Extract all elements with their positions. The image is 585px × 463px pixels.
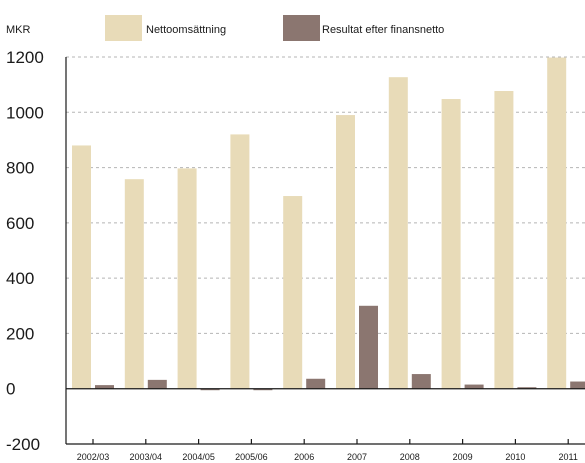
x-tick-label: 2004/05 [182,452,215,462]
gridlines [66,56,585,334]
bar-resultat-2004-05 [200,388,220,391]
y-tick-label: -200 [6,435,40,454]
y-tick-label: 600 [6,214,34,233]
x-tick-label: 2006 [294,452,314,462]
axes [65,57,585,445]
bars [72,57,585,391]
bar-resultat-2011 [570,381,585,389]
bar-nettoomsattning-2004-05 [177,168,197,389]
bar-resultat-2009 [464,384,484,389]
bar-nettoomsattning-2003-04 [124,179,144,389]
x-tick-label: 2003/04 [130,452,163,462]
y-tick-label: 1200 [6,48,44,67]
y-tick-label: 200 [6,324,34,343]
y-tick-label: 1000 [6,103,44,122]
y-tick-label: 400 [6,269,34,288]
bar-resultat-2008 [411,374,431,389]
bar-nettoomsattning-2010 [494,91,514,389]
unit-label: MKR [6,24,31,36]
x-tick-label: 2008 [400,452,420,462]
legend-swatch-resultat [283,15,320,41]
bar-resultat-2010 [517,387,537,389]
bar-nettoomsattning-2007 [336,115,355,389]
y-tick-label: 0 [6,380,15,399]
bar-resultat-2002-03 [95,385,114,389]
legend: Nettoomsättning Resultat efter finansnet… [105,15,444,41]
bar-nettoomsattning-2005-06 [230,134,250,389]
legend-label-resultat: Resultat efter finansnetto [322,24,444,36]
bar-nettoomsattning-2008 [388,77,408,389]
x-axis-ticks: 2002/03 2003/04 2004/05 2005/06 2006 2007 2008… [77,439,578,462]
bar-nettoomsattning-2009 [441,99,461,389]
bar-nettoomsattning-2011 [547,57,567,389]
legend-label-nettoomsattning: Nettoomsättning [146,24,226,36]
bar-nettoomsattning-2002-03 [72,145,91,389]
bar-resultat-2007 [359,305,378,389]
x-tick-label: 2009 [453,452,473,462]
x-tick-label: 2002/03 [77,452,110,462]
bar-resultat-2006 [306,378,326,389]
x-tick-label: 2005/06 [235,452,268,462]
x-tick-label: 2007 [347,452,367,462]
y-axis-ticks: 1200 1000 800 600 400 200 0 -200 [6,48,44,454]
legend-swatch-nettoomsattning [105,15,142,41]
bar-nettoomsattning-2006 [283,196,303,389]
y-tick-label: 800 [6,159,34,178]
x-tick-label: 2011 [559,452,578,462]
bar-resultat-2005-06 [253,388,273,391]
x-tick-label: 2010 [505,452,525,462]
bar-resultat-2003-04 [147,379,167,389]
